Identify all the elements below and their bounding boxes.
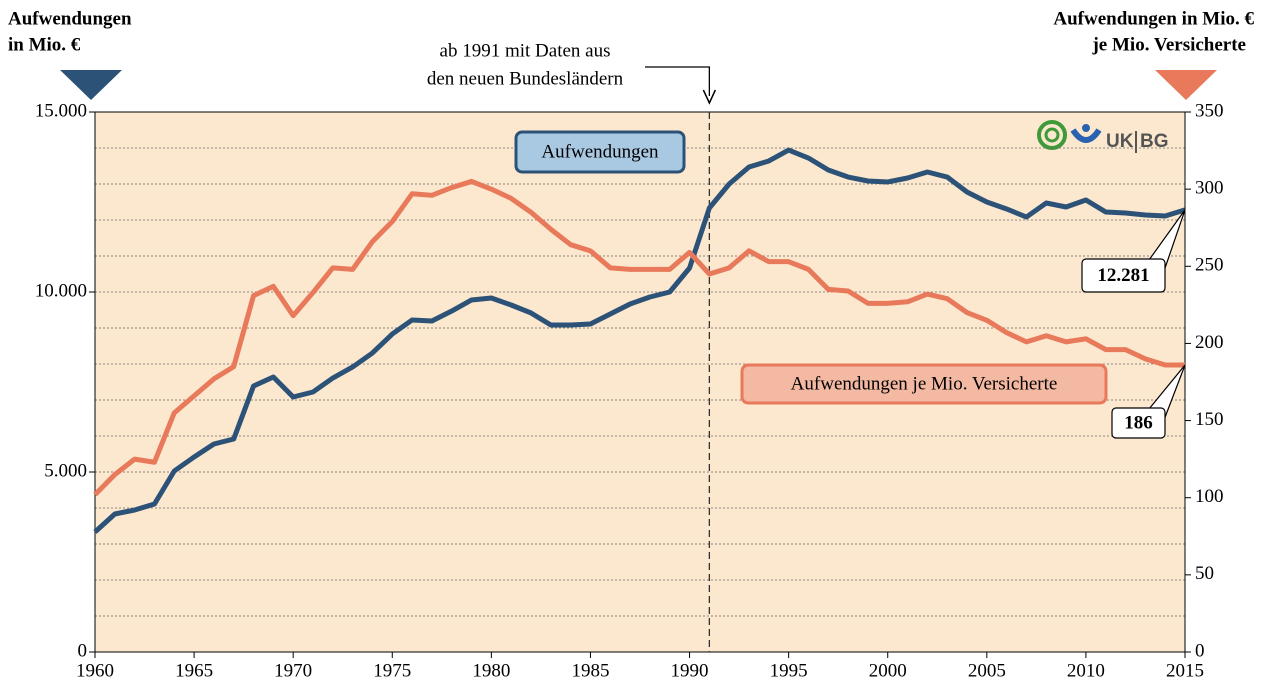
value-label: 186: [1124, 412, 1153, 433]
legend-label: Aufwendungen je Mio. Versicherte: [791, 373, 1058, 394]
x-tick-label: 1990: [671, 660, 709, 681]
legend-label: Aufwendungen: [541, 141, 659, 162]
series-line: [93, 147, 1186, 534]
x-tick-label: 1995: [770, 660, 808, 681]
y2-tick-label: 0: [1195, 640, 1205, 661]
x-tick-label: 2015: [1166, 660, 1204, 681]
y2-tick-label: 250: [1195, 255, 1224, 276]
y2-axis-title: Aufwendungen in Mio. €: [1053, 8, 1254, 29]
label-pointer-join: [1149, 259, 1165, 271]
y2-tick-label: 350: [1195, 100, 1224, 121]
annotation-arrow: [645, 66, 711, 96]
value-label-box: [1081, 258, 1166, 293]
logo-text: BG: [1140, 131, 1169, 152]
label-pointer: [1148, 364, 1186, 421]
annotation: ab 1991 mit Daten aus: [440, 40, 611, 61]
y-axis-title: in Mio. €: [8, 34, 81, 55]
y-tick-label: 10.000: [35, 280, 87, 301]
annotation: den neuen Bundesländern: [427, 68, 624, 89]
x-tick-label: 1980: [472, 660, 510, 681]
y2-tick-label: 50: [1195, 563, 1214, 584]
x-tick-label: 1975: [373, 660, 411, 681]
y2-tick-label: 150: [1195, 409, 1224, 430]
plot-border: [94, 111, 1186, 653]
y-tick-label: 15.000: [35, 100, 87, 121]
y-axis-marker: [60, 70, 122, 100]
x-tick-label: 1960: [76, 660, 114, 681]
x-tick-label: 2010: [1067, 660, 1105, 681]
value-label: 12.281: [1097, 265, 1149, 286]
y2-tick-label: 300: [1195, 178, 1224, 199]
y2-axis-title: je Mio. Versicherte: [1091, 34, 1246, 55]
label-pointer-join: [1149, 408, 1165, 420]
x-tick-label: 1970: [274, 660, 312, 681]
x-tick-label: 1985: [571, 660, 609, 681]
x-tick-label: 2000: [869, 660, 907, 681]
y2-tick-label: 200: [1195, 332, 1224, 353]
y2-tick-label: 100: [1195, 486, 1224, 507]
y2-axis-marker: [1155, 70, 1217, 100]
annotation-arrowhead: [702, 89, 717, 105]
legend-box: [514, 130, 686, 174]
y-tick-label: 5.000: [44, 460, 87, 481]
value-label-box: [1111, 407, 1166, 439]
y-tick-label: 0: [78, 640, 88, 661]
x-tick-label: 1965: [175, 660, 213, 681]
label-pointer: [1148, 209, 1186, 272]
series-line: [93, 178, 1185, 497]
legend-box: [740, 363, 1108, 405]
logo-text: UK: [1106, 131, 1134, 152]
x-tick-label: 2005: [968, 660, 1006, 681]
y-axis-title: Aufwendungen: [8, 8, 132, 29]
logo: UK BG: [1037, 120, 1169, 153]
